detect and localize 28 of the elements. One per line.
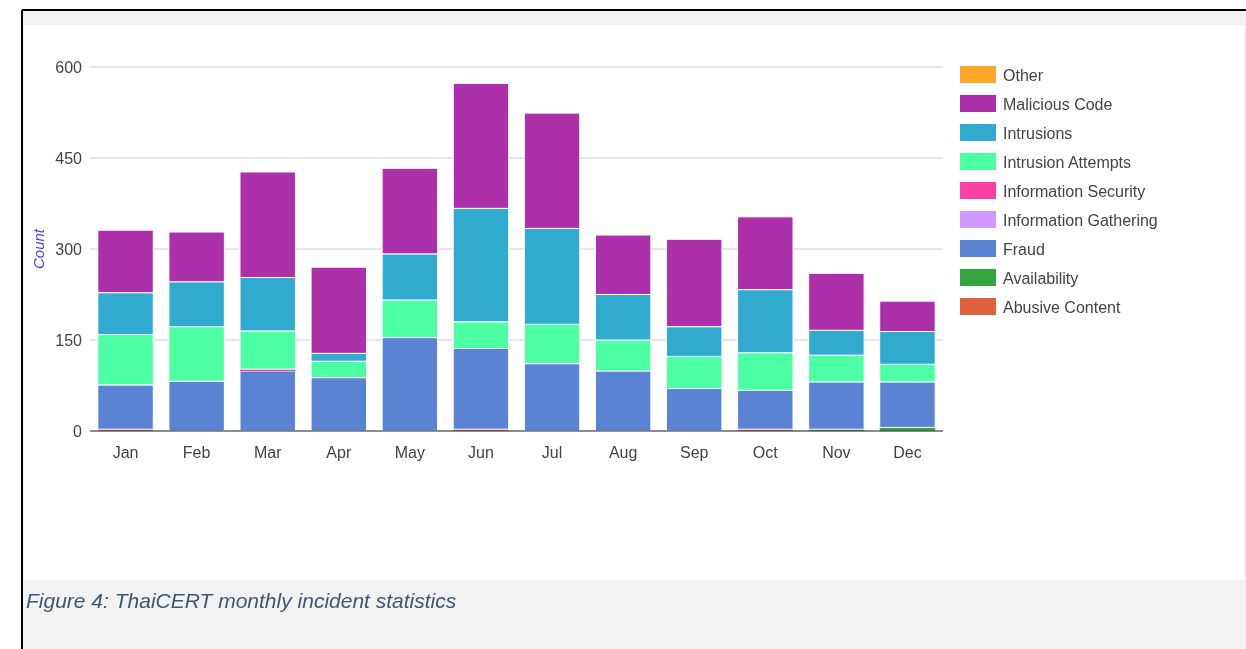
x-tick-label: Aug xyxy=(608,444,638,461)
y-tick-label: 300 xyxy=(55,240,83,258)
legend-label: Information Security xyxy=(1003,182,1146,200)
x-tick-label: Jul xyxy=(541,444,563,461)
legend-label: Intrusion Attempts xyxy=(1003,153,1132,171)
x-tick-label: Jan xyxy=(112,444,139,461)
legend-label: Other xyxy=(1003,66,1044,84)
x-tick-label: Sep xyxy=(679,444,709,461)
x-tick-label: Jun xyxy=(468,444,494,461)
x-tick-label: May xyxy=(394,444,425,461)
legend-label: Fraud xyxy=(1003,240,1045,258)
y-tick-label: 600 xyxy=(55,58,83,76)
x-tick-label: Feb xyxy=(182,444,211,461)
y-tick-label: 0 xyxy=(73,422,83,440)
y-tick-label: 450 xyxy=(55,149,83,167)
legend-label: Abusive Content xyxy=(1003,298,1121,316)
caption: Figure 4: ThaiCERT monthly incident statistics xyxy=(26,589,457,612)
x-tick-label: Nov xyxy=(822,444,851,461)
x-tick-label: Oct xyxy=(752,444,779,461)
legend-label: Availability xyxy=(1003,269,1079,287)
x-tick-label: Apr xyxy=(326,444,352,461)
legend-label: Malicious Code xyxy=(1003,95,1113,113)
y-axis-title: Count xyxy=(30,228,47,270)
legend-label: Information Gathering xyxy=(1003,211,1158,229)
legend-label: Intrusions xyxy=(1003,124,1073,142)
y-tick-label: 150 xyxy=(55,331,83,349)
x-tick-label: Dec xyxy=(893,444,922,461)
x-tick-label: Mar xyxy=(253,444,283,461)
